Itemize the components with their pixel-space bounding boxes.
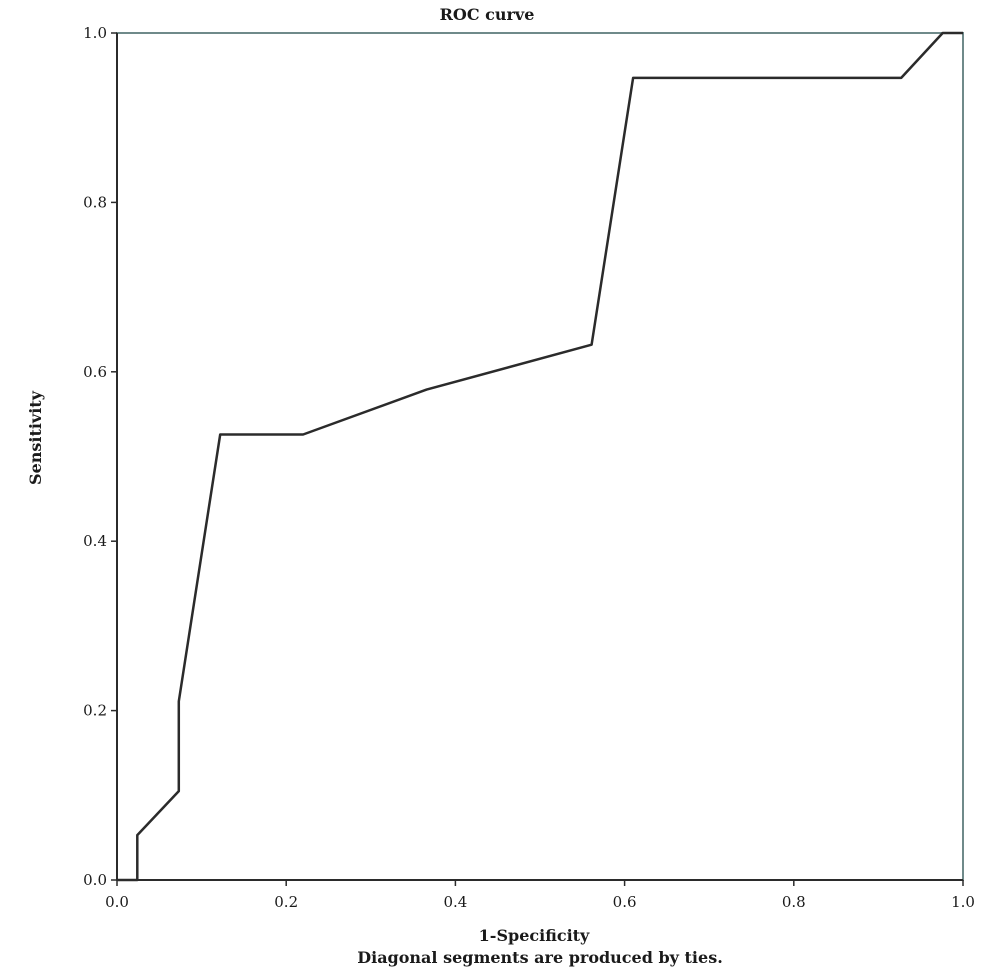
x-tick-label: 1.0 bbox=[951, 893, 975, 911]
x-tick-label: 0.4 bbox=[443, 893, 467, 911]
x-axis-title: 1-Specificity bbox=[479, 926, 590, 945]
x-tick-label: 0.8 bbox=[782, 893, 806, 911]
chart-footnote: Diagonal segments are produced by ties. bbox=[357, 948, 723, 967]
plot-frame bbox=[116, 32, 964, 881]
x-tick-label: 0.2 bbox=[274, 893, 298, 911]
y-tick-label: 0.2 bbox=[83, 702, 107, 720]
axes-layer bbox=[116, 33, 963, 881]
y-tick-label: 0.0 bbox=[83, 871, 107, 889]
y-axis-title: Sensitivity bbox=[26, 390, 45, 485]
x-tick-label: 0.6 bbox=[613, 893, 637, 911]
ticks-layer: 0.0 0.2 0.4 0.6 0.8 1.0 0.0 0.2 0.4 0.6 0.8 1.0 bbox=[83, 24, 975, 911]
chart-title: ROC curve bbox=[440, 5, 535, 24]
roc-curve-line bbox=[117, 31, 963, 882]
y-tick-label: 0.8 bbox=[83, 193, 107, 211]
x-tick-label: 0.0 bbox=[105, 893, 129, 911]
y-tick-label: 1.0 bbox=[83, 24, 107, 42]
y-tick-label: 0.4 bbox=[83, 532, 107, 550]
y-tick-label: 0.6 bbox=[83, 363, 107, 381]
